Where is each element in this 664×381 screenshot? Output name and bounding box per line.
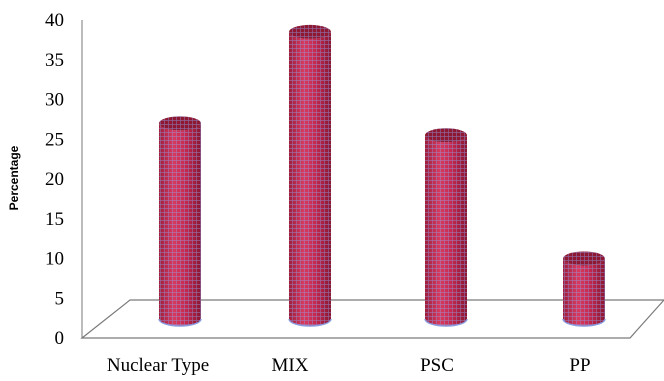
y-tick-label: 10 (45, 249, 64, 270)
y-axis-label: Percentage (7, 145, 21, 210)
bar-mesh (289, 31, 331, 327)
y-tick-label: 0 (55, 328, 65, 349)
bar-mesh (425, 135, 467, 326)
bar-base-rim (562, 318, 606, 327)
bar-mesh (563, 258, 605, 326)
y-tick-label: 35 (45, 50, 64, 71)
x-category-label: PSC (420, 355, 454, 376)
x-category-label: PP (569, 355, 590, 376)
floor-plane (80, 299, 664, 339)
y-tick-label: 40 (45, 10, 64, 31)
y-tick-label: 30 (45, 90, 64, 111)
y-tick-label: 25 (45, 129, 64, 150)
bars (158, 24, 606, 327)
bar-base-rim (158, 318, 202, 327)
x-category-label: Nuclear Type (107, 355, 209, 376)
bar-top-cap-mesh (563, 251, 605, 266)
y-tick-label: 5 (55, 288, 65, 309)
y-tick-label: 20 (45, 169, 64, 190)
bar-top-cap-mesh (425, 128, 467, 143)
category-labels: Nuclear Type MIX PSC PP (107, 355, 591, 376)
bar-psc (424, 128, 468, 327)
floor (80, 299, 664, 339)
bar-pp (562, 251, 606, 327)
bar-nuclear-type (158, 116, 202, 327)
bar-top-cap-mesh (289, 24, 331, 39)
bar-base-rim (288, 318, 332, 327)
bar-top-cap-mesh (159, 116, 201, 131)
bar-mesh (159, 123, 201, 326)
bar-base-rim (424, 318, 468, 327)
x-category-label: MIX (272, 355, 309, 376)
y-axis-ticks: 0 5 10 15 20 25 30 35 40 (45, 10, 64, 349)
y-tick-label: 15 (45, 209, 64, 230)
bar-mix (288, 24, 332, 327)
